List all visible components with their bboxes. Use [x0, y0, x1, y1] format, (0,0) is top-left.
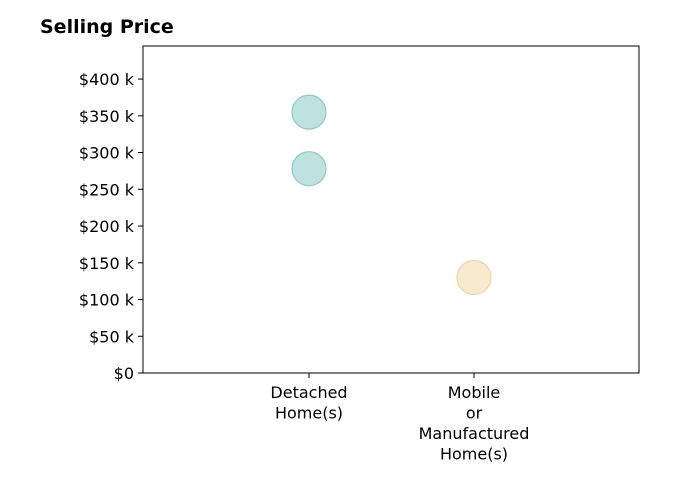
x-tick-label: Detached	[270, 383, 347, 402]
data-point	[291, 94, 327, 130]
chart-title: Selling Price	[40, 16, 174, 38]
y-tick-label: $250 k	[79, 180, 135, 199]
x-tick-label: Manufactured	[419, 424, 530, 443]
x-tick-label: Home(s)	[275, 404, 343, 423]
x-tick-label: Mobile	[448, 383, 500, 402]
y-tick-label: $400 k	[79, 70, 135, 89]
plot-frame	[142, 45, 640, 374]
x-tick-label: Home(s)	[440, 445, 508, 464]
x-tick-label: or	[466, 404, 483, 423]
y-tick-label: $0	[114, 364, 134, 383]
y-tick-label: $350 k	[79, 107, 135, 126]
y-tick-label: $300 k	[79, 144, 135, 163]
y-tick-label: $200 k	[79, 217, 135, 236]
y-tick-label: $100 k	[79, 291, 135, 310]
data-point	[456, 259, 492, 296]
y-tick-label: $50 k	[89, 327, 135, 346]
y-tick-label: $150 k	[79, 254, 135, 273]
data-point	[291, 151, 327, 187]
